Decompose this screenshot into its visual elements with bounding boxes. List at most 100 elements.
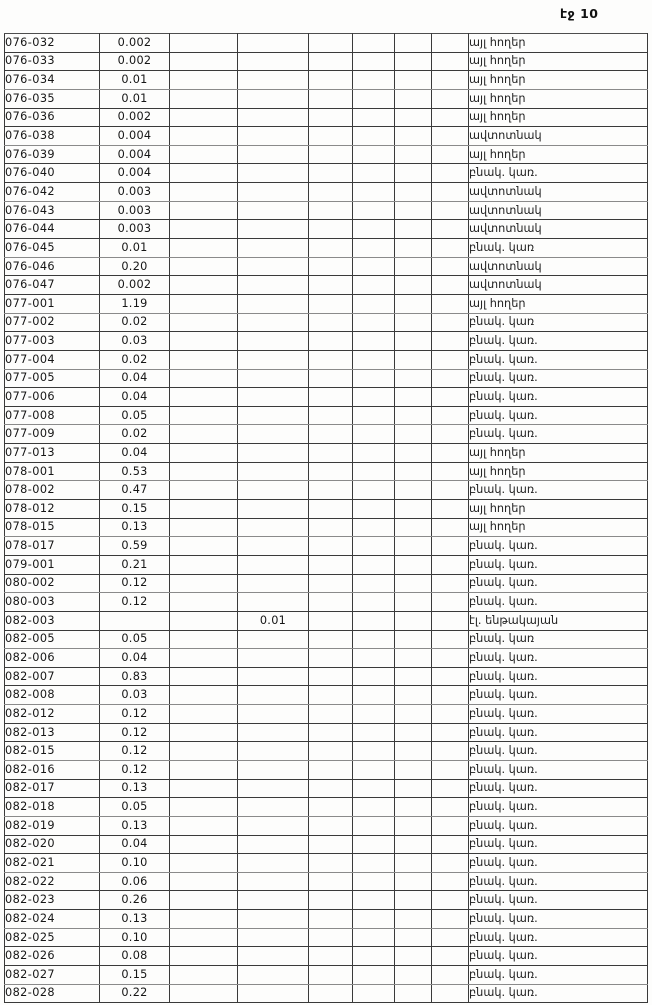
area-value-cell: 0.002	[99, 33, 170, 53]
empty-cell-7	[394, 592, 432, 612]
area-value-cell: 0.02	[99, 424, 170, 445]
empty-cell-3	[169, 666, 238, 687]
empty-cell-6	[352, 126, 395, 146]
empty-cell-8	[431, 163, 469, 184]
empty-cell-3	[169, 927, 238, 948]
table-row: 082-008 0.03 բնակ. կառ.	[4, 685, 648, 706]
empty-cell-7	[394, 51, 432, 72]
table-row: 082-016 0.12 բնակ. կառ.	[4, 759, 648, 780]
parcel-code-cell: 076-039	[4, 144, 100, 165]
table-row: 082-024 0.13 բնակ. կառ.	[4, 909, 648, 929]
parcel-code-cell: 082-017	[4, 778, 100, 799]
col4-value-cell	[237, 219, 309, 240]
empty-cell-5	[308, 890, 353, 911]
parcel-code-cell: 077-013	[4, 443, 100, 463]
empty-cell-3	[169, 965, 238, 985]
empty-cell-7	[394, 909, 432, 929]
land-use-cell: ավտոտնակ	[468, 126, 648, 146]
parcel-code-cell: 080-003	[4, 592, 100, 612]
empty-cell-5	[308, 592, 353, 612]
empty-cell-3	[169, 107, 238, 128]
col4-value-cell	[237, 983, 309, 1004]
col4-value-cell	[237, 685, 309, 706]
parcel-code-cell: 082-020	[4, 834, 100, 855]
col4-value-cell	[237, 629, 309, 650]
empty-cell-8	[431, 685, 469, 706]
parcel-code-cell: 078-017	[4, 536, 100, 556]
area-value-cell: 0.002	[99, 51, 170, 72]
col4-value-cell	[237, 443, 309, 463]
empty-cell-8	[431, 499, 469, 519]
parcel-code-cell: 082-018	[4, 797, 100, 817]
empty-cell-8	[431, 648, 469, 668]
empty-cell-5	[308, 275, 353, 295]
empty-cell-6	[352, 480, 395, 501]
parcel-code-cell: 077-005	[4, 368, 100, 389]
empty-cell-8	[431, 443, 469, 463]
parcel-code-cell: 076-045	[4, 238, 100, 258]
land-use-cell: բնակ. կառ.	[468, 536, 648, 556]
land-use-cell: այլ հողեր	[468, 51, 648, 72]
area-value-cell: 0.02	[99, 312, 170, 333]
land-use-cell: բնակ. կառ.	[468, 890, 648, 911]
land-use-cell: ավտոտնակ	[468, 275, 648, 295]
col4-value-cell	[237, 499, 309, 519]
land-use-cell: բնակ. կառ.	[468, 797, 648, 817]
empty-cell-5	[308, 834, 353, 855]
land-use-cell: բնակ. կառ.	[468, 480, 648, 501]
empty-cell-3	[169, 946, 238, 967]
empty-cell-7	[394, 759, 432, 780]
table-row: 082-006 0.04 բնակ. կառ.	[4, 648, 648, 668]
table-row: 076-040 0.004 բնակ. կառ.	[4, 163, 648, 184]
table-row: 082-018 0.05 բնակ. կառ.	[4, 797, 648, 817]
empty-cell-3	[169, 685, 238, 706]
col4-value-cell	[237, 293, 309, 314]
empty-cell-5	[308, 293, 353, 314]
parcel-code-cell: 078-001	[4, 461, 100, 482]
table-row: 077-004 0.02 բնակ. կառ.	[4, 349, 648, 370]
table-row: 082-017 0.13 բնակ. կառ.	[4, 778, 648, 799]
empty-cell-6	[352, 536, 395, 556]
table-row: 082-007 0.83 բնակ. կառ.	[4, 666, 648, 687]
table-row: 076-038 0.004 ավտոտնակ	[4, 126, 648, 146]
area-value-cell: 0.22	[99, 983, 170, 1004]
empty-cell-3	[169, 890, 238, 911]
land-use-cell: բնակ. կառ	[468, 629, 648, 650]
area-value-cell: 0.04	[99, 443, 170, 463]
col4-value-cell	[237, 275, 309, 295]
land-use-cell: բնակ. կառ.	[468, 685, 648, 706]
parcel-code-cell: 077-001	[4, 293, 100, 314]
empty-cell-7	[394, 834, 432, 855]
col4-value-cell	[237, 256, 309, 277]
table-row: 082-020 0.04 բնակ. կառ.	[4, 834, 648, 855]
empty-cell-3	[169, 88, 238, 109]
area-value-cell: 0.003	[99, 200, 170, 221]
empty-cell-3	[169, 648, 238, 668]
land-use-cell: բնակ. կառ	[468, 238, 648, 258]
area-value-cell: 0.04	[99, 834, 170, 855]
empty-cell-7	[394, 33, 432, 53]
col4-value-cell	[237, 461, 309, 482]
empty-cell-6	[352, 33, 395, 53]
empty-cell-6	[352, 741, 395, 761]
parcel-code-cell: 082-008	[4, 685, 100, 706]
empty-cell-3	[169, 405, 238, 426]
land-use-cell: ավտոտնակ	[468, 256, 648, 277]
empty-cell-3	[169, 200, 238, 221]
col4-value-cell	[237, 797, 309, 817]
area-value-cell: 0.47	[99, 480, 170, 501]
empty-cell-8	[431, 480, 469, 501]
empty-cell-3	[169, 331, 238, 351]
empty-cell-6	[352, 778, 395, 799]
empty-cell-7	[394, 331, 432, 351]
col4-value-cell	[237, 107, 309, 128]
empty-cell-7	[394, 182, 432, 202]
area-value-cell: 0.13	[99, 517, 170, 538]
parcel-code-cell: 077-004	[4, 349, 100, 370]
empty-cell-7	[394, 349, 432, 370]
empty-cell-3	[169, 592, 238, 612]
parcel-code-cell: 082-007	[4, 666, 100, 687]
table-body: 076-032 0.002 այլ հողեր 076-033 0.002 այ…	[4, 33, 648, 1004]
empty-cell-6	[352, 275, 395, 295]
